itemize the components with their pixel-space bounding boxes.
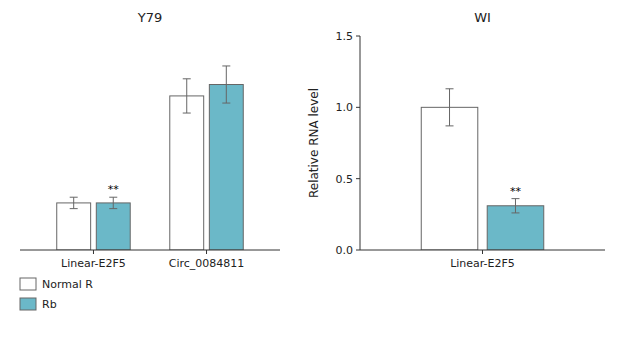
error-bar — [109, 197, 117, 208]
error-line — [449, 89, 450, 126]
x-axis — [20, 250, 280, 251]
y-tick-label: 1.0 — [336, 101, 354, 114]
panel: Y79 Normal R: Linear-E2F5 Normal R: Circ_0… — [20, 10, 280, 270]
annotations: ** — [510, 185, 522, 198]
error-bar — [70, 197, 78, 208]
error-bar — [183, 79, 191, 113]
error-cap — [446, 88, 454, 89]
annotations: ** — [108, 183, 120, 196]
error-bar — [446, 89, 454, 126]
title: WI — [474, 10, 491, 25]
x-tick — [206, 250, 207, 254]
y-tick-label: 1.5 — [336, 30, 354, 43]
error-cap — [222, 65, 230, 66]
title: Y79 — [137, 10, 162, 25]
y-axis — [360, 36, 361, 250]
error-cap — [109, 208, 117, 209]
chart: Y79 Normal R: Linear-E2F5 Normal R: Circ_0… — [0, 0, 620, 342]
x-tick — [93, 250, 94, 254]
error-cap — [222, 103, 230, 104]
legend-label: Normal R — [42, 278, 93, 291]
error-cap — [70, 208, 78, 209]
y-tick-label: 0.5 — [336, 173, 354, 186]
error-cap — [511, 212, 519, 213]
error-bar — [222, 66, 230, 103]
bar: Rb: Linear-E2F5 — [96, 203, 130, 250]
error-cap — [511, 198, 519, 199]
x-tick-label: Linear-E2F5 — [450, 257, 515, 270]
y-tick — [356, 250, 360, 251]
error-line — [186, 79, 187, 113]
y-tick — [356, 36, 360, 37]
error-line — [73, 197, 74, 208]
significance: ** — [510, 185, 522, 198]
bar: Rb: Linear-E2F5 — [487, 206, 544, 250]
error-cap — [109, 197, 117, 198]
error-cap — [446, 125, 454, 126]
error-line — [226, 66, 227, 103]
error-cap — [183, 113, 191, 114]
marks: Normal R: Linear-E2F5Rb: Linear-E2F5 — [421, 89, 544, 250]
error-bar — [511, 199, 519, 213]
y-tick — [356, 178, 360, 179]
bar: Rb: Circ_0084811 — [209, 85, 243, 250]
error-cap — [183, 78, 191, 79]
error-line — [113, 197, 114, 208]
legend-label: Rb — [42, 298, 57, 311]
panel: WINormal R: Linear-E2F5Rb: Linear-E2F5**… — [307, 10, 605, 270]
x-tick — [482, 250, 483, 254]
legend-swatch — [20, 278, 36, 290]
error-line — [515, 199, 516, 213]
error-cap — [70, 197, 78, 198]
y-tick — [356, 107, 360, 108]
bar: Normal R: Linear-E2F5 — [57, 203, 91, 250]
legend-swatch — [20, 298, 36, 310]
legend: Normal R Rb — [20, 278, 93, 311]
bar: Normal R: Circ_0084811 — [170, 96, 204, 250]
x-tick-label: Linear-E2F5 — [61, 257, 126, 270]
bar: Normal R: Linear-E2F5 — [421, 107, 478, 250]
x-tick-label: Circ_0084811 — [169, 257, 245, 270]
significance: ** — [108, 183, 120, 196]
y-tick-label: 0.0 — [336, 244, 354, 257]
y-label: Relative RNA level — [307, 88, 321, 198]
marks: Normal R: Linear-E2F5 Normal R: Circ_0084… — [57, 66, 244, 250]
